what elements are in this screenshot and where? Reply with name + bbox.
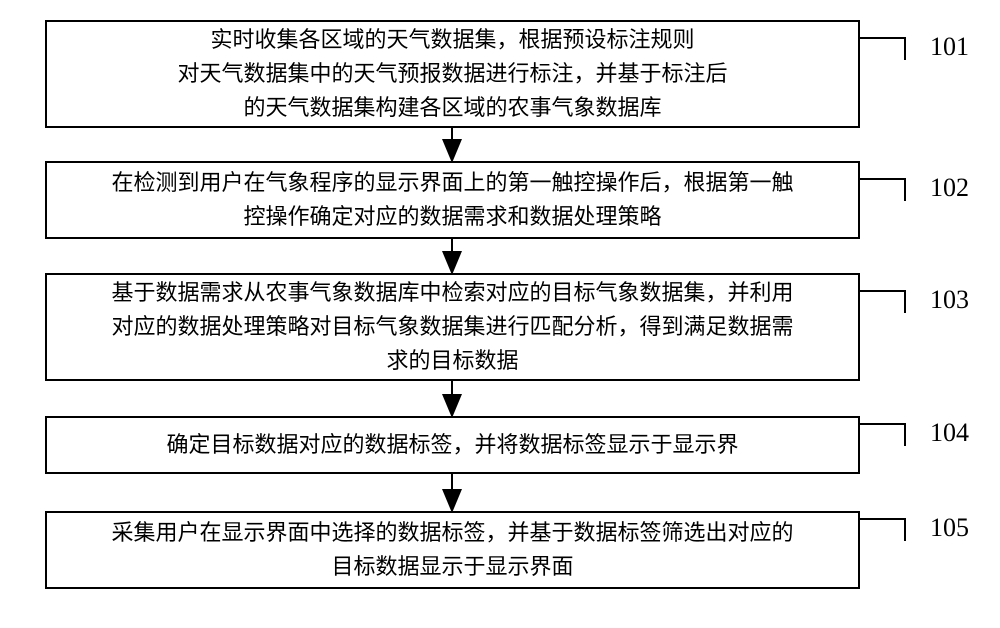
step-label-102: 102 [930,173,969,203]
step-label-103: 103 [930,285,969,315]
step-text: 基于数据需求从农事气象数据库中检索对应的目标气象数据集，并利用 [111,276,793,310]
flowchart-canvas: 实时收集各区域的天气数据集，根据预设标注规则 对天气数据集中的天气预报数据进行标… [0,0,1000,628]
step-box-104: 确定目标数据对应的数据标签，并将数据标签显示于显示界 [45,416,860,474]
step-text: 实时收集各区域的天气数据集，根据预设标注规则 [177,23,727,57]
step-text: 对天气数据集中的天气预报数据进行标注，并基于标注后 [177,57,727,91]
step-text: 目标数据显示于显示界面 [111,550,793,584]
step-text: 采集用户在显示界面中选择的数据标签，并基于数据标签筛选出对应的 [111,516,793,550]
step-label-101: 101 [930,32,969,62]
step-box-101: 实时收集各区域的天气数据集，根据预设标注规则 对天气数据集中的天气预报数据进行标… [45,20,860,128]
step-box-103: 基于数据需求从农事气象数据库中检索对应的目标气象数据集，并利用 对应的数据处理策… [45,273,860,381]
step-text: 对应的数据处理策略对目标气象数据集进行匹配分析，得到满足数据需 [111,310,793,344]
step-label-104: 104 [930,418,969,448]
step-text: 控操作确定对应的数据需求和数据处理策略 [111,200,793,234]
step-text: 求的目标数据 [111,344,793,378]
step-text: 在检测到用户在气象程序的显示界面上的第一触控操作后，根据第一触 [111,166,793,200]
step-box-102: 在检测到用户在气象程序的显示界面上的第一触控操作后，根据第一触 控操作确定对应的… [45,161,860,239]
step-box-105: 采集用户在显示界面中选择的数据标签，并基于数据标签筛选出对应的 目标数据显示于显… [45,511,860,589]
step-text: 确定目标数据对应的数据标签，并将数据标签显示于显示界 [166,428,738,462]
step-label-105: 105 [930,513,969,543]
step-text: 的天气数据集构建各区域的农事气象数据库 [177,91,727,125]
